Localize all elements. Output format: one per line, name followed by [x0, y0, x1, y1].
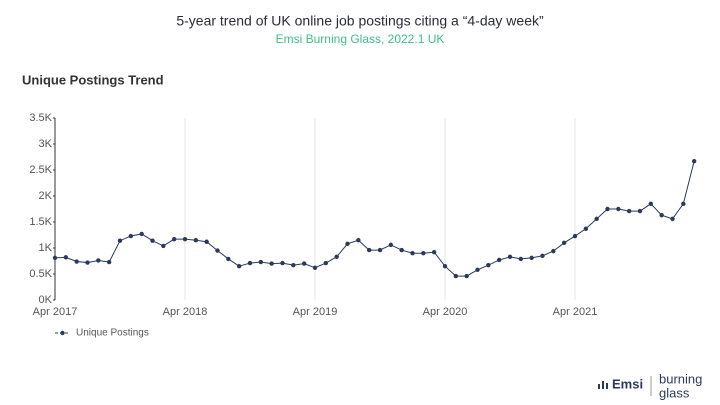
x-tick-label: Apr 2020	[423, 306, 468, 318]
point	[377, 247, 383, 253]
point	[681, 201, 686, 206]
point	[464, 273, 469, 279]
point	[442, 264, 448, 269]
point	[475, 267, 480, 273]
point	[150, 238, 155, 243]
logo-bar	[602, 381, 604, 389]
y-tick-label: 1K	[39, 242, 53, 254]
y-tick-label: 0.5K	[29, 268, 52, 280]
point	[572, 233, 578, 239]
point	[106, 259, 112, 265]
point	[215, 248, 220, 253]
point	[453, 273, 459, 279]
y-tick-label: 1.5K	[29, 216, 52, 228]
point	[594, 216, 599, 222]
point	[280, 260, 285, 266]
legend-marker	[60, 330, 65, 336]
point	[431, 249, 437, 255]
point	[551, 248, 556, 254]
chart-title: 5-year trend of UK online job postings c…	[176, 13, 544, 29]
brand-logo: Emsi burning glass	[598, 371, 702, 400]
brand-glass: glass	[659, 385, 690, 400]
x-tick-label: Apr 2017	[33, 306, 78, 318]
point	[193, 238, 199, 243]
point	[312, 265, 318, 270]
point	[161, 243, 166, 249]
point	[670, 216, 675, 222]
point	[85, 260, 90, 265]
point	[139, 231, 144, 237]
point	[247, 260, 253, 266]
x-tick-label: Apr 2018	[163, 306, 208, 318]
point	[496, 257, 502, 263]
y-tick-label: 2K	[39, 190, 53, 202]
point	[507, 254, 513, 260]
point	[182, 236, 188, 242]
y-tick-label: 3K	[39, 138, 53, 150]
point	[301, 261, 307, 266]
point	[561, 240, 567, 245]
point	[226, 256, 231, 262]
point	[399, 247, 404, 253]
point	[388, 242, 394, 248]
point	[486, 262, 491, 268]
point	[117, 238, 123, 243]
point	[52, 255, 58, 261]
point	[583, 226, 589, 231]
point	[128, 233, 134, 239]
point	[540, 253, 545, 258]
chart-subtitle: Emsi Burning Glass, 2022.1 UK	[276, 32, 445, 46]
point	[236, 264, 242, 269]
point	[626, 208, 632, 214]
point	[518, 256, 524, 262]
y-tick-label: 2.5K	[29, 164, 52, 176]
point	[269, 261, 274, 266]
point	[637, 208, 643, 214]
y-tick-label: 0K	[39, 294, 53, 306]
point	[529, 255, 534, 261]
brand-emsi: Emsi	[612, 376, 643, 391]
point	[605, 206, 610, 212]
point	[356, 238, 361, 243]
point	[334, 254, 339, 260]
point	[648, 201, 654, 206]
point	[659, 213, 664, 218]
x-tick-label: Apr 2019	[293, 306, 338, 318]
point	[258, 259, 264, 265]
point	[204, 239, 209, 244]
point	[410, 251, 415, 256]
brand-burning: burning	[659, 371, 702, 386]
logo-bar	[606, 383, 608, 389]
point	[74, 259, 79, 264]
point	[691, 158, 697, 164]
point	[171, 236, 177, 242]
point	[63, 255, 69, 260]
panel-title: Unique Postings Trend	[22, 72, 164, 87]
legend-label: Unique Postings	[76, 328, 149, 339]
y-tick-label: 3.5K	[29, 112, 52, 124]
x-tick-label: Apr 2021	[553, 306, 598, 318]
point	[421, 251, 426, 256]
point	[616, 206, 621, 212]
point	[366, 247, 372, 253]
point	[345, 241, 350, 247]
point	[291, 262, 296, 268]
logo-bar	[598, 384, 600, 389]
point	[323, 260, 329, 266]
point	[96, 258, 101, 263]
